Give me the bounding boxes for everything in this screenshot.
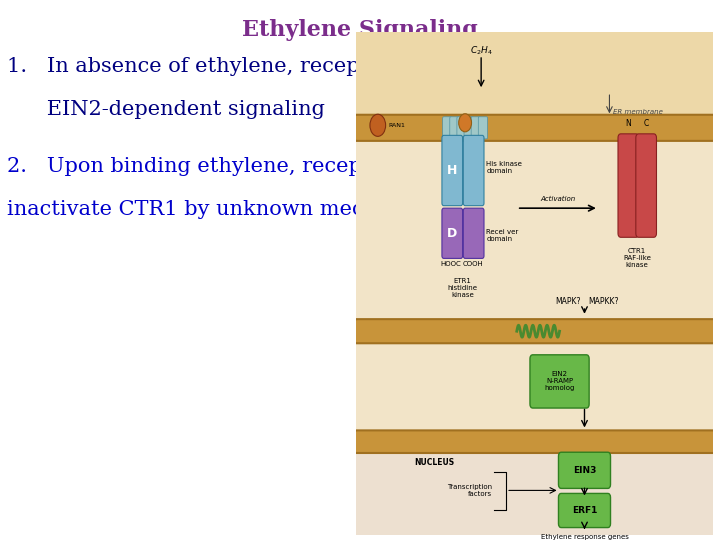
Bar (356, 450, 713, 535)
FancyBboxPatch shape (443, 117, 452, 139)
FancyBboxPatch shape (559, 494, 611, 528)
Bar (356, 341, 713, 433)
Bar (356, 138, 713, 322)
FancyBboxPatch shape (442, 208, 463, 258)
Text: EIN2
N-RAMP
homolog: EIN2 N-RAMP homolog (544, 372, 575, 392)
Circle shape (370, 114, 386, 137)
Text: 2.   Upon binding ethylene, receptors: 2. Upon binding ethylene, receptors (7, 157, 404, 176)
FancyBboxPatch shape (457, 117, 466, 139)
FancyBboxPatch shape (559, 452, 611, 488)
Text: Recei ver
domain: Recei ver domain (487, 230, 518, 242)
Text: NUCLEUS: NUCLEUS (415, 458, 455, 467)
Text: MAPKK?: MAPKK? (588, 296, 618, 306)
FancyBboxPatch shape (355, 430, 714, 453)
FancyBboxPatch shape (478, 117, 487, 139)
FancyBboxPatch shape (618, 134, 639, 237)
Bar (356, 32, 713, 117)
Circle shape (459, 114, 472, 132)
FancyBboxPatch shape (464, 117, 473, 139)
FancyBboxPatch shape (530, 355, 589, 408)
FancyBboxPatch shape (450, 117, 459, 139)
Text: $C_2H_4$: $C_2H_4$ (469, 45, 492, 57)
Text: ER membrane: ER membrane (613, 109, 663, 115)
Text: ETR1
histidine
kinase: ETR1 histidine kinase (447, 279, 477, 299)
FancyBboxPatch shape (442, 136, 463, 206)
Text: RAN1: RAN1 (389, 123, 405, 128)
Text: Activation: Activation (540, 196, 575, 202)
FancyBboxPatch shape (636, 134, 657, 237)
Text: HOOC: HOOC (441, 261, 462, 267)
Text: COOH: COOH (463, 261, 484, 267)
Text: ERF1: ERF1 (572, 506, 597, 515)
Text: Ethylene Signaling: Ethylene Signaling (242, 19, 478, 41)
Text: CTR1
RAF-like
kinase: CTR1 RAF-like kinase (624, 248, 651, 268)
FancyBboxPatch shape (355, 319, 714, 343)
Text: His kinase
domain: His kinase domain (487, 161, 523, 174)
Text: H: H (447, 164, 457, 177)
Text: EIN2-dependent signaling: EIN2-dependent signaling (7, 100, 325, 119)
FancyBboxPatch shape (471, 117, 480, 139)
Text: Transcription
factors: Transcription factors (446, 484, 492, 497)
Text: 1.   In absence of ethylene, receptors activate CTR1 which: 1. In absence of ethylene, receptors act… (7, 57, 635, 76)
Text: C: C (644, 119, 649, 128)
Text: represses: represses (517, 57, 629, 77)
Text: Ethylene response genes: Ethylene response genes (541, 534, 629, 539)
FancyBboxPatch shape (464, 136, 484, 206)
Text: MAPK?: MAPK? (555, 296, 581, 306)
Text: EIN3: EIN3 (573, 466, 596, 475)
Text: D: D (447, 227, 457, 240)
FancyBboxPatch shape (355, 115, 714, 141)
FancyBboxPatch shape (464, 208, 484, 258)
Text: inactivate CTR1 by unknown mech: inactivate CTR1 by unknown mech (7, 200, 377, 219)
Text: N: N (626, 119, 631, 128)
